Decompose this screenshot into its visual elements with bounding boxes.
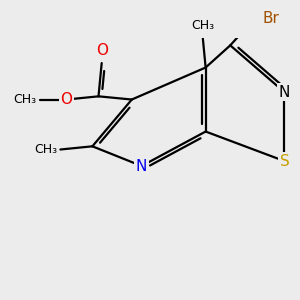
Text: O: O (61, 92, 73, 107)
Text: Br: Br (262, 11, 279, 26)
Text: CH₃: CH₃ (34, 143, 57, 156)
Text: CH₃: CH₃ (13, 93, 36, 106)
Text: CH₃: CH₃ (191, 19, 214, 32)
Text: N: N (279, 85, 290, 100)
Text: S: S (280, 154, 289, 169)
Text: O: O (96, 43, 108, 58)
Text: N: N (136, 158, 147, 173)
